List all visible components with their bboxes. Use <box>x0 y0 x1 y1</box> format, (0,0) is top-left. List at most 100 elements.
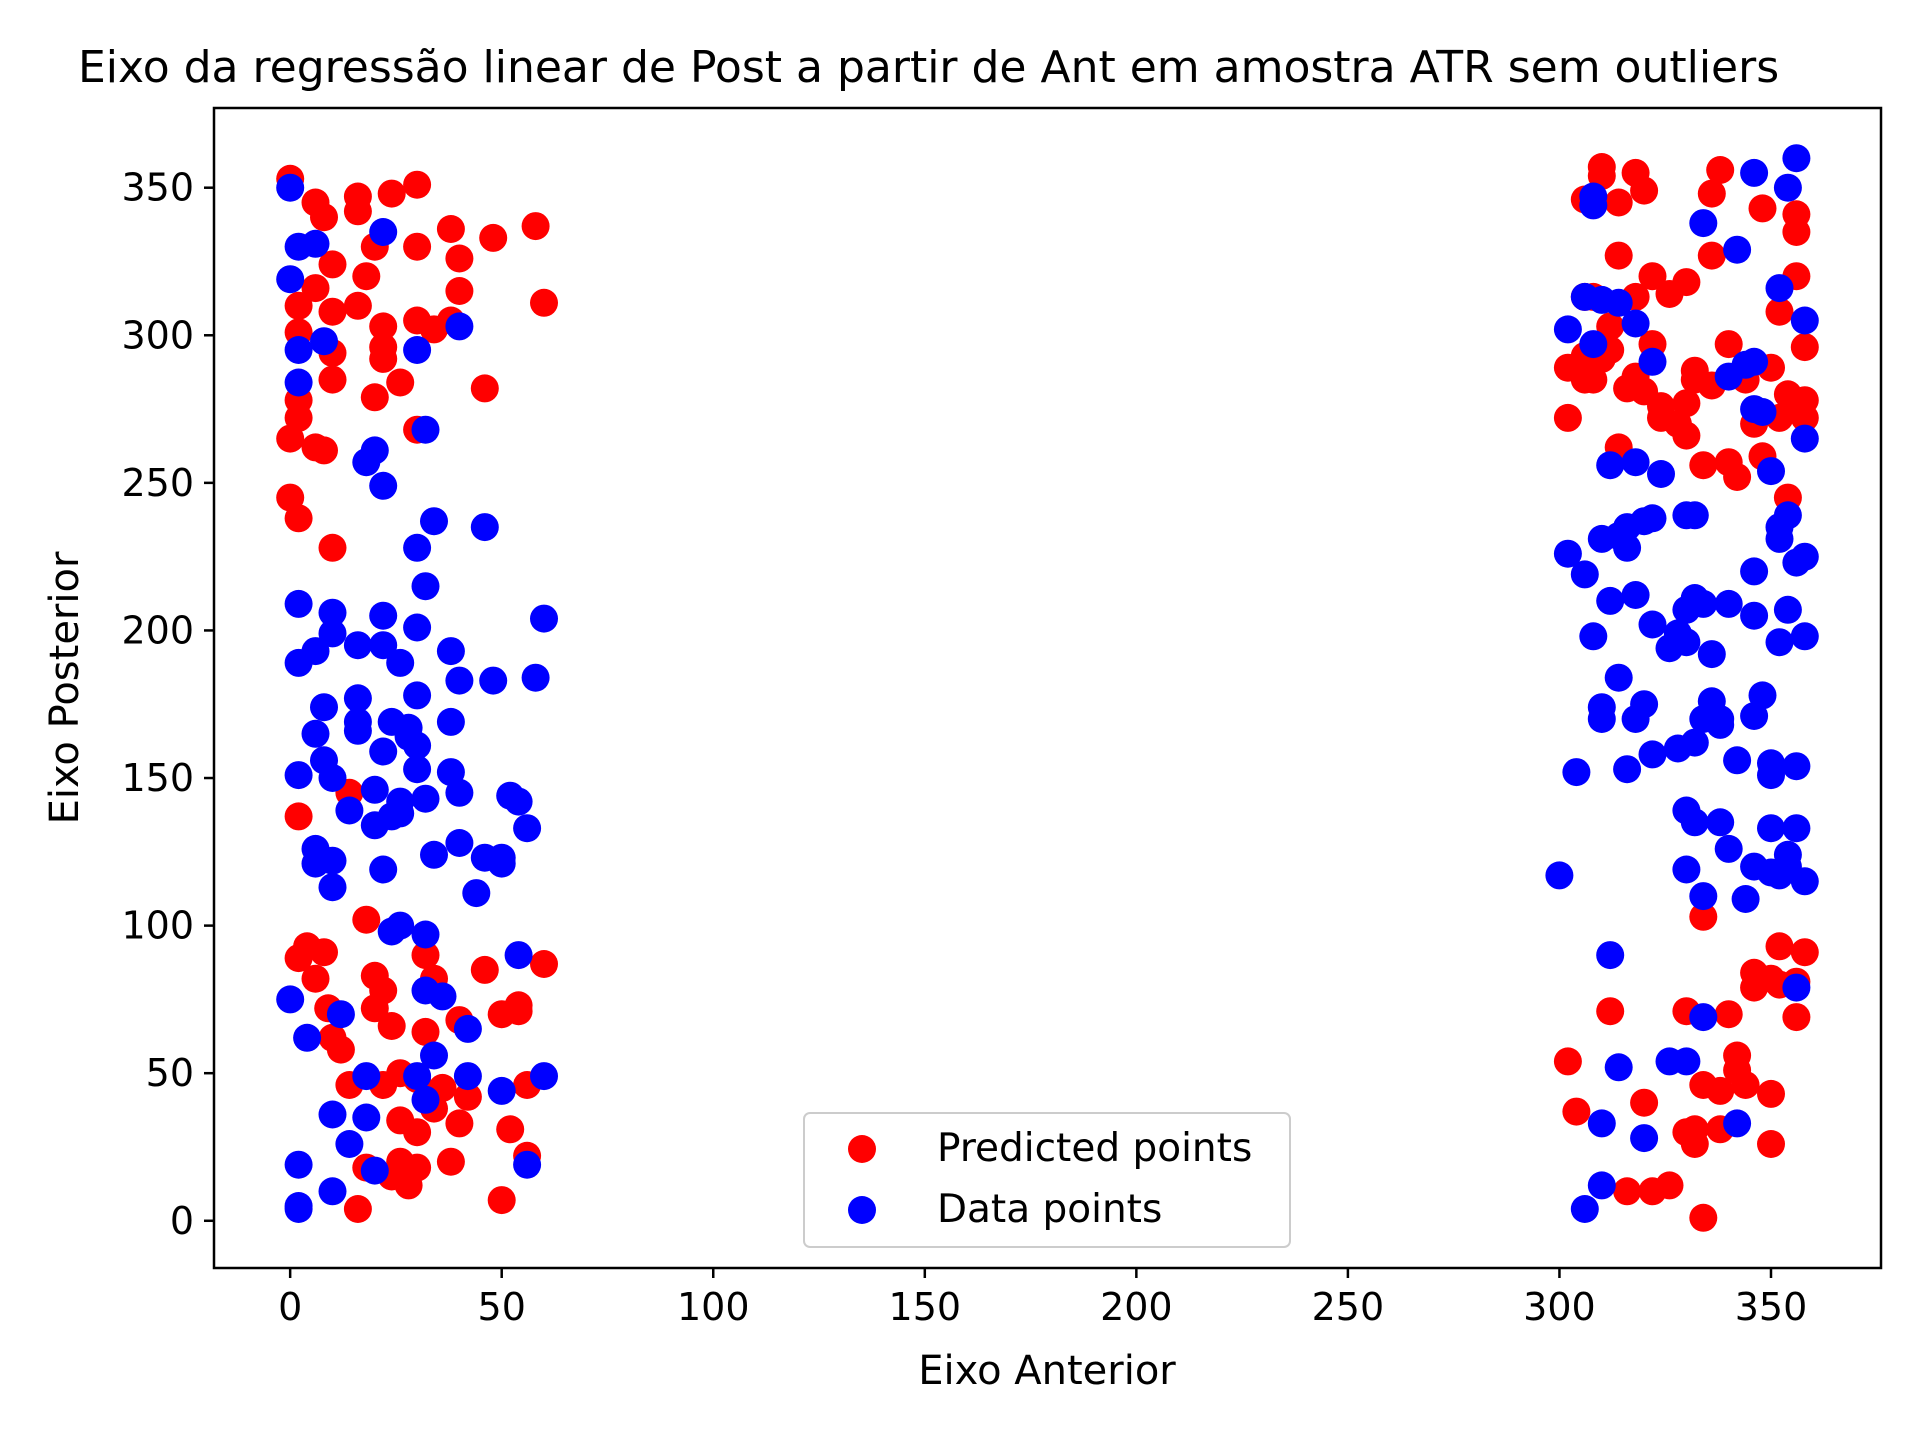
data-point-132 <box>1638 347 1667 376</box>
data-point-154 <box>1689 882 1718 911</box>
data-point-22 <box>318 619 347 648</box>
data-point-186 <box>1765 524 1794 553</box>
predicted-point-77 <box>487 1186 516 1215</box>
predicted-point-125 <box>1672 421 1701 450</box>
data-point-126 <box>1621 448 1650 477</box>
data-point-150 <box>1680 808 1709 837</box>
data-point-9 <box>284 1150 313 1179</box>
data-point-15 <box>301 719 330 748</box>
predicted-point-25 <box>326 1035 355 1064</box>
data-point-45 <box>369 631 398 660</box>
predicted-point-69 <box>445 277 474 305</box>
data-point-167 <box>1723 1109 1752 1138</box>
predicted-point-158 <box>1757 1130 1785 1158</box>
data-point-96 <box>530 604 558 633</box>
predicted-point-173 <box>1790 403 1819 432</box>
data-point-88 <box>487 843 516 872</box>
data-point-95 <box>521 663 550 692</box>
data-point-202 <box>1790 622 1819 651</box>
predicted-point-157 <box>1757 1079 1785 1108</box>
data-point-86 <box>479 666 508 695</box>
y-tick-label: 150 <box>121 756 194 800</box>
predicted-point-144 <box>1714 1000 1743 1029</box>
data-point-116 <box>1596 586 1625 615</box>
data-point-113 <box>1587 1109 1616 1138</box>
data-point-161 <box>1706 710 1735 739</box>
predicted-point-58 <box>403 1153 432 1182</box>
data-point-12 <box>293 1023 322 1052</box>
data-point-131 <box>1630 1124 1659 1153</box>
data-point-114 <box>1587 1171 1616 1200</box>
x-tick-label: 50 <box>478 1285 526 1329</box>
data-point-149 <box>1680 728 1709 757</box>
data-point-69 <box>411 1085 440 1114</box>
data-point-98 <box>1545 861 1574 890</box>
data-point-53 <box>386 799 415 828</box>
data-point-51 <box>386 648 415 677</box>
data-point-2 <box>276 985 305 1014</box>
data-point-83 <box>462 879 491 908</box>
predicted-point-36 <box>360 383 389 412</box>
data-point-19 <box>310 693 338 722</box>
data-point-14 <box>301 637 330 666</box>
y-tick-label: 300 <box>121 313 194 357</box>
predicted-point-42 <box>369 976 398 1005</box>
data-point-23 <box>318 764 347 792</box>
predicted-point-89 <box>1562 1097 1591 1126</box>
data-point-123 <box>1613 533 1642 562</box>
data-point-151 <box>1689 209 1718 238</box>
data-point-5 <box>284 368 313 397</box>
predicted-point-44 <box>377 179 406 208</box>
predicted-point-166 <box>1782 218 1811 246</box>
data-point-44 <box>369 601 398 630</box>
predicted-point-108 <box>1613 1177 1642 1206</box>
data-point-93 <box>513 814 542 843</box>
data-point-121 <box>1604 1053 1633 1082</box>
data-point-94 <box>513 1150 542 1179</box>
predicted-point-75 <box>479 223 508 252</box>
data-point-133 <box>1638 504 1667 533</box>
data-point-189 <box>1773 173 1802 202</box>
data-point-77 <box>445 312 474 341</box>
data-point-156 <box>1697 640 1726 669</box>
data-point-11 <box>284 1195 313 1223</box>
data-point-172 <box>1740 557 1769 586</box>
data-point-34 <box>343 716 372 745</box>
predicted-point-153 <box>1748 194 1777 223</box>
data-point-182 <box>1757 814 1785 843</box>
x-tick-label: 150 <box>889 1285 962 1329</box>
data-point-165 <box>1723 235 1752 264</box>
x-tick-label: 350 <box>1735 1285 1808 1329</box>
x-tick-label: 300 <box>1523 1285 1596 1329</box>
data-point-81 <box>453 1014 482 1043</box>
predicted-point-53 <box>403 232 432 261</box>
data-point-99 <box>1553 315 1582 344</box>
predicted-point-67 <box>436 1147 465 1176</box>
data-point-196 <box>1782 752 1811 781</box>
data-point-176 <box>1740 158 1769 187</box>
data-point-181 <box>1757 749 1785 778</box>
data-point-8 <box>284 761 313 790</box>
predicted-point-101 <box>1596 312 1625 341</box>
data-point-80 <box>445 829 474 857</box>
y-tick-label: 50 <box>146 1051 194 1095</box>
predicted-point-142 <box>1714 330 1743 359</box>
data-point-13 <box>301 229 330 258</box>
data-point-103 <box>1570 1195 1599 1223</box>
data-point-27 <box>318 1177 347 1206</box>
data-point-37 <box>352 1103 381 1132</box>
x-axis-label: Eixo Anterior <box>918 1348 1176 1394</box>
data-point-118 <box>1604 288 1633 317</box>
predicted-point-19 <box>318 250 347 279</box>
predicted-point-78 <box>496 1115 525 1144</box>
data-point-108 <box>1579 622 1608 651</box>
data-point-198 <box>1782 973 1811 1002</box>
data-point-36 <box>352 1062 381 1091</box>
data-point-97 <box>530 1062 558 1091</box>
data-point-65 <box>411 572 440 601</box>
y-tick-label: 100 <box>121 904 194 948</box>
data-point-177 <box>1748 681 1777 710</box>
data-point-124 <box>1613 755 1642 784</box>
predicted-point-3 <box>284 291 313 320</box>
legend-box <box>803 1112 1291 1248</box>
